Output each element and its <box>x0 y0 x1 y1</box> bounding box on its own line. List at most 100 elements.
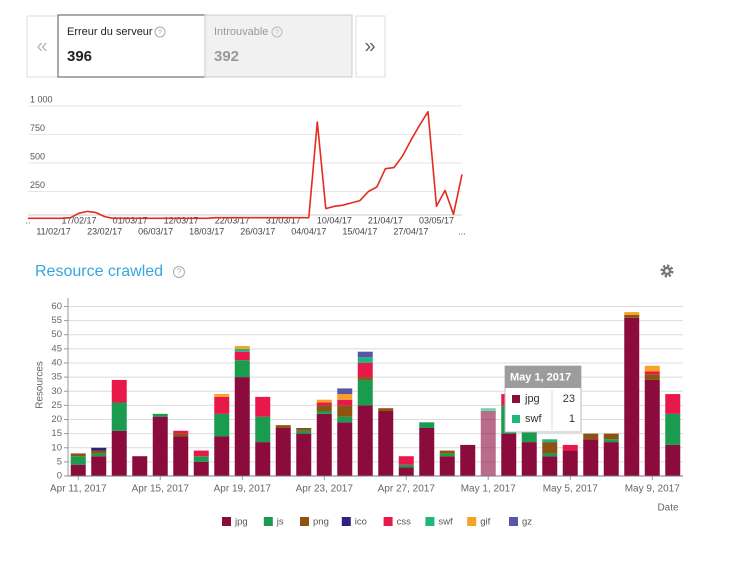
bar-segment <box>542 453 558 457</box>
help-icon[interactable] <box>271 26 283 38</box>
bar-segment <box>419 422 435 428</box>
tab-value[interactable]: 396 <box>67 48 92 65</box>
bar-segment <box>234 348 250 352</box>
tab-label[interactable]: Erreur du serveur <box>67 26 153 38</box>
bar-segment <box>337 394 353 400</box>
x-tick-label: Apr 23, 2017 <box>296 484 354 495</box>
bar-segment <box>70 456 86 465</box>
x-tick-label: 17/02/17 <box>62 215 97 225</box>
bar-segment <box>357 362 373 378</box>
tab-value[interactable]: 392 <box>214 48 239 65</box>
bar-segment <box>214 436 230 476</box>
help-glyph: ? <box>158 29 162 36</box>
tooltip-value: 1 <box>569 413 575 425</box>
tooltip-name: jpg <box>524 393 540 405</box>
bar-segment <box>152 416 168 476</box>
tooltip-title: May 1, 2017 <box>510 371 571 383</box>
bar-segment <box>255 396 271 417</box>
bar-segment <box>665 444 681 476</box>
y-tick-label: 30 <box>51 386 62 397</box>
bar-segment <box>296 433 312 476</box>
y-tick-label: 35 <box>51 372 62 383</box>
bar-segment <box>665 413 681 445</box>
x-tick-label: 04/04/17 <box>291 226 326 236</box>
y-tick-label: 60 <box>51 301 62 312</box>
chart-title: Resource crawled <box>35 263 163 280</box>
line <box>28 110 463 220</box>
x-tick-label: Apr 27, 2017 <box>378 484 436 495</box>
tab-label[interactable]: Introuvable <box>214 26 268 38</box>
prev-button[interactable] <box>26 15 59 78</box>
bar-segment <box>521 442 537 476</box>
x-tick-label: 06/03/17 <box>138 226 173 236</box>
prev-arrow[interactable]: « <box>36 35 47 57</box>
bar-segment <box>439 456 455 476</box>
legend-swatch <box>341 517 351 526</box>
bar-segment <box>378 408 394 412</box>
legend-label: js <box>276 517 284 528</box>
help-icon[interactable] <box>154 26 166 38</box>
bar-segment <box>357 357 373 363</box>
bar-segment <box>316 399 332 403</box>
bar-segment <box>234 351 250 361</box>
legend-label: ico <box>355 517 367 528</box>
bar-segment <box>91 453 107 457</box>
help-glyph: ? <box>177 268 182 277</box>
y-tick-label: 20 <box>51 414 62 425</box>
legend-label: gz <box>522 517 532 528</box>
help-icon[interactable] <box>173 266 185 278</box>
bar-segment <box>296 427 312 431</box>
bar-segment <box>583 439 599 476</box>
legend-label: css <box>397 517 412 528</box>
bar-segment <box>214 413 230 437</box>
bar-segment <box>255 442 271 476</box>
tab[interactable] <box>204 14 353 78</box>
bar-segment <box>603 439 619 443</box>
bar-segment <box>357 377 373 380</box>
bar-segment <box>644 365 660 372</box>
bar-segment <box>583 433 599 440</box>
bar-segment <box>460 444 476 476</box>
bar-segment <box>521 430 537 443</box>
x-tick-label: 03/05/17 <box>419 215 454 225</box>
bar-segment <box>501 433 517 476</box>
bar-segment <box>91 450 107 454</box>
tab[interactable] <box>57 14 206 78</box>
legend-label: png <box>313 517 329 528</box>
bar-segment <box>624 314 640 318</box>
bar-segment <box>173 430 189 434</box>
legend-swatch <box>222 517 231 526</box>
bar-segment <box>275 427 291 476</box>
bar-segment <box>665 394 681 414</box>
x-tick-label: May 1, 2017 <box>461 484 516 495</box>
legend-label: gif <box>480 517 490 528</box>
bar-segment <box>378 411 394 476</box>
bar-segment <box>624 312 640 315</box>
y-tick-label: 500 <box>30 151 45 161</box>
bar-segment <box>337 388 353 395</box>
bar-segment <box>439 453 455 457</box>
tooltip-value: 23 <box>563 393 575 405</box>
bar-segment <box>542 439 558 443</box>
y-tick-label: 25 <box>51 400 62 411</box>
bar-segment <box>234 346 250 349</box>
next-button[interactable] <box>355 15 386 78</box>
x-tick-label: 22/03/17 <box>215 215 250 225</box>
x-tick-label: ... <box>458 226 466 236</box>
next-arrow[interactable]: » <box>364 35 375 57</box>
bar-segment <box>398 456 414 465</box>
tooltip-swatch <box>512 395 520 403</box>
bar-segment <box>173 433 189 437</box>
bar-segment <box>542 442 558 454</box>
x-tick-label: Apr 19, 2017 <box>214 484 272 495</box>
bar-segment <box>193 461 209 476</box>
settings-icon[interactable] <box>660 264 674 278</box>
y-tick-label: 750 <box>30 123 45 133</box>
bar-segment <box>357 379 373 406</box>
x-tick-label: 11/02/17 <box>36 226 70 236</box>
bar-segment <box>173 436 189 476</box>
y-tick-label: 40 <box>51 357 62 368</box>
tooltip-header <box>505 366 581 388</box>
bar-segment <box>337 399 353 406</box>
y-tick-label: 45 <box>51 343 62 354</box>
